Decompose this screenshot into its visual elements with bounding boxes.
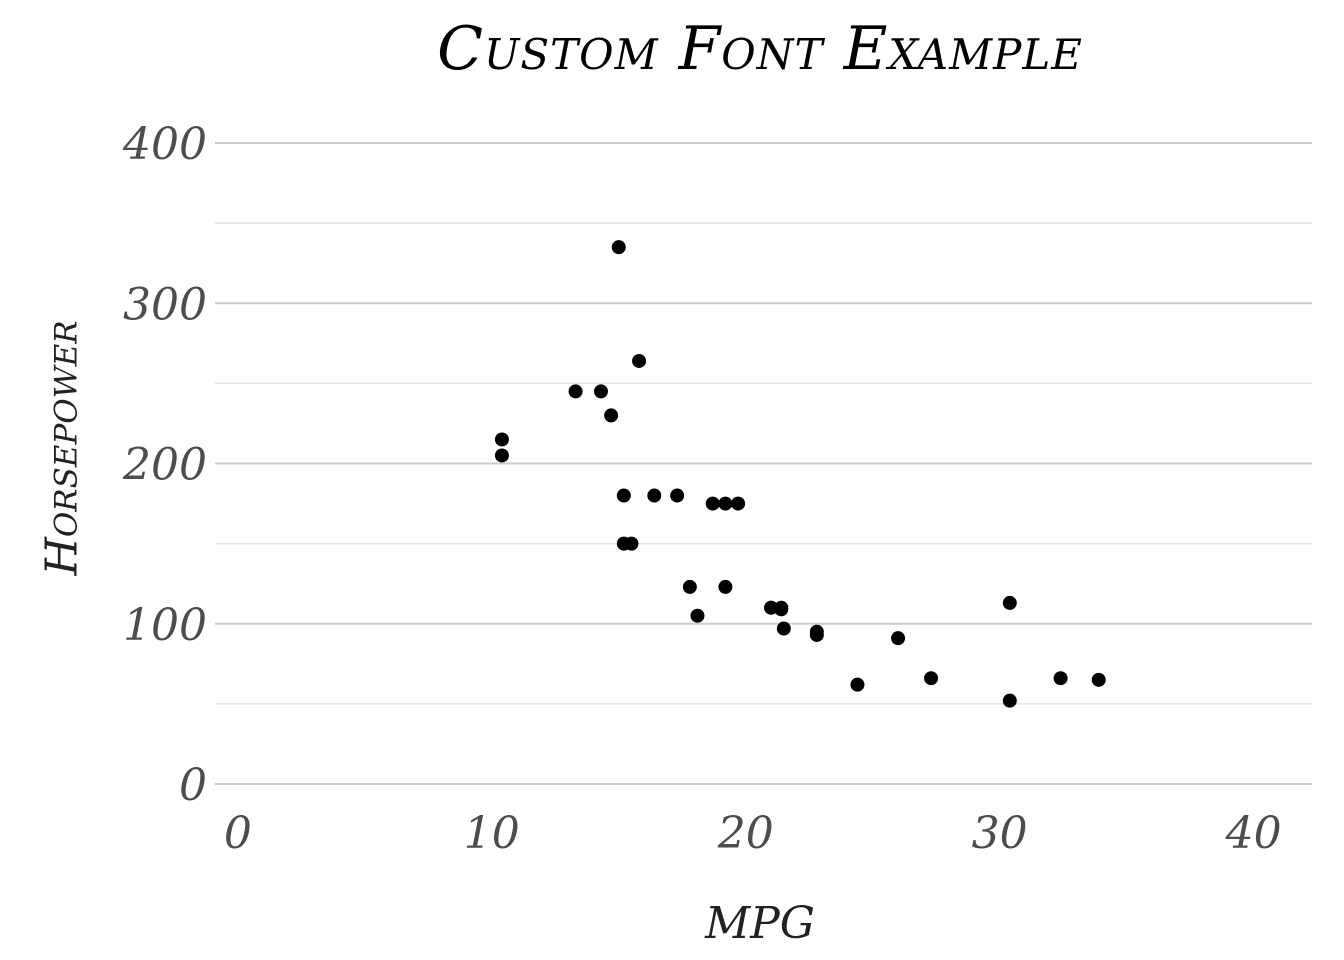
- data-point: [1053, 671, 1068, 686]
- data-point: [718, 496, 733, 511]
- data-point: [593, 384, 608, 399]
- data-point: [891, 631, 906, 646]
- data-point: [611, 240, 626, 255]
- x-tick-label: 10: [464, 808, 520, 859]
- x-axis-label: MPG: [705, 898, 815, 949]
- data-point: [1002, 693, 1017, 708]
- data-points: [494, 240, 1106, 708]
- x-tick-label: 30: [972, 808, 1028, 859]
- x-tick-label: 40: [1225, 808, 1282, 859]
- data-point: [632, 353, 647, 368]
- x-tick-label: 0: [224, 808, 252, 859]
- y-tick-label: 400: [122, 119, 207, 170]
- gridlines: [215, 142, 1312, 785]
- data-point: [494, 448, 509, 463]
- y-tick-label: 300: [123, 279, 207, 330]
- data-point: [774, 602, 789, 617]
- data-point: [670, 488, 685, 503]
- data-point: [616, 536, 631, 551]
- data-point: [568, 384, 583, 399]
- tick-labels: 0 100 200 300 400 0 10 20 30 40: [122, 119, 1282, 859]
- y-tick-label: 200: [122, 440, 207, 491]
- data-point: [1002, 595, 1017, 610]
- data-point: [850, 677, 865, 692]
- data-point: [1091, 672, 1106, 687]
- chart-title: Custom Font Example: [437, 14, 1083, 84]
- data-point: [718, 579, 733, 594]
- data-point: [647, 488, 662, 503]
- data-point: [809, 624, 824, 639]
- y-tick-label: 100: [123, 600, 207, 651]
- data-point: [705, 496, 720, 511]
- data-point: [604, 408, 619, 423]
- data-point: [776, 621, 791, 636]
- data-point: [494, 432, 509, 447]
- data-point: [924, 671, 939, 686]
- data-point: [616, 488, 631, 503]
- y-tick-label: 0: [179, 760, 207, 811]
- data-point: [682, 579, 697, 594]
- data-point: [731, 496, 746, 511]
- x-tick-label: 20: [717, 808, 774, 859]
- data-point: [690, 608, 705, 623]
